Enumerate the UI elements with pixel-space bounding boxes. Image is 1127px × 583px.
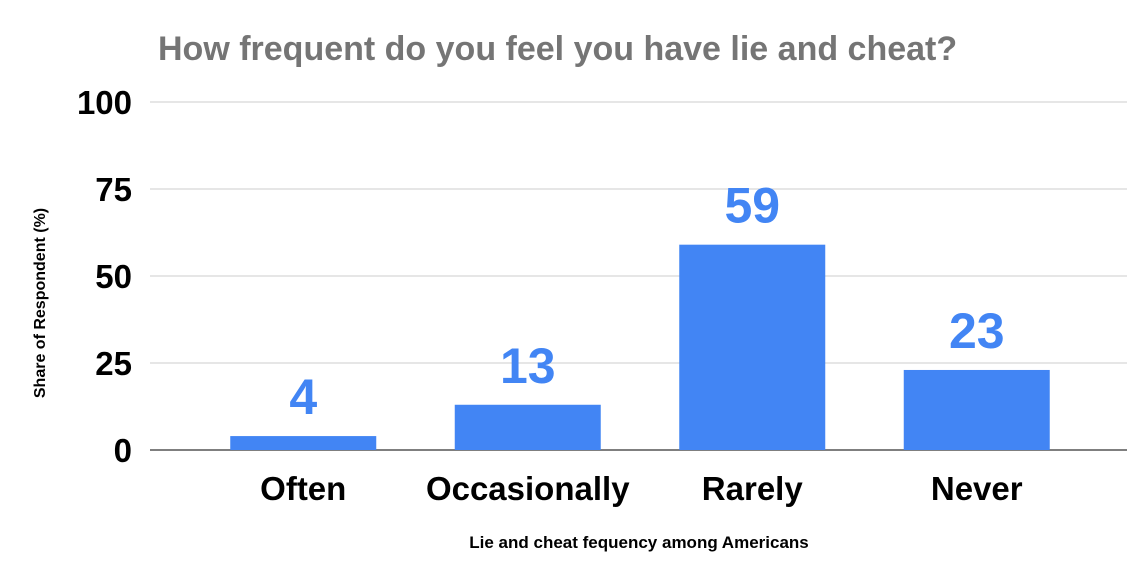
data-label: 13: [500, 338, 556, 394]
chart-title: How frequent do you feel you have lie an…: [158, 30, 957, 68]
bar-never: [903, 369, 1050, 450]
y-tick-label: 100: [77, 84, 132, 121]
bar-rarely: [679, 244, 826, 450]
data-labels: 4 13 59 23: [289, 178, 1004, 425]
y-tick-label: 50: [95, 258, 132, 295]
data-label: 4: [289, 369, 317, 425]
x-tick-label: Never: [931, 470, 1023, 507]
x-tick-label: Rarely: [702, 470, 804, 507]
data-label: 59: [724, 178, 780, 234]
y-tick-label: 75: [95, 171, 132, 208]
x-axis-title: Lie and cheat fequency among Americans: [469, 533, 808, 552]
bar-occasionally: [454, 404, 601, 450]
bar-often: [230, 436, 377, 450]
x-tick-label: Occasionally: [426, 470, 630, 507]
y-tick-label: 25: [95, 345, 132, 382]
x-tick-label: Often: [260, 470, 346, 507]
y-tick-label: 0: [114, 432, 132, 469]
data-label: 23: [949, 303, 1005, 359]
x-axis-ticks: Often Occasionally Rarely Never: [260, 470, 1023, 507]
y-axis-ticks: 0 25 50 75 100: [77, 84, 132, 469]
bars: [230, 244, 1050, 450]
y-axis-title: Share of Respondent (%): [32, 208, 49, 398]
